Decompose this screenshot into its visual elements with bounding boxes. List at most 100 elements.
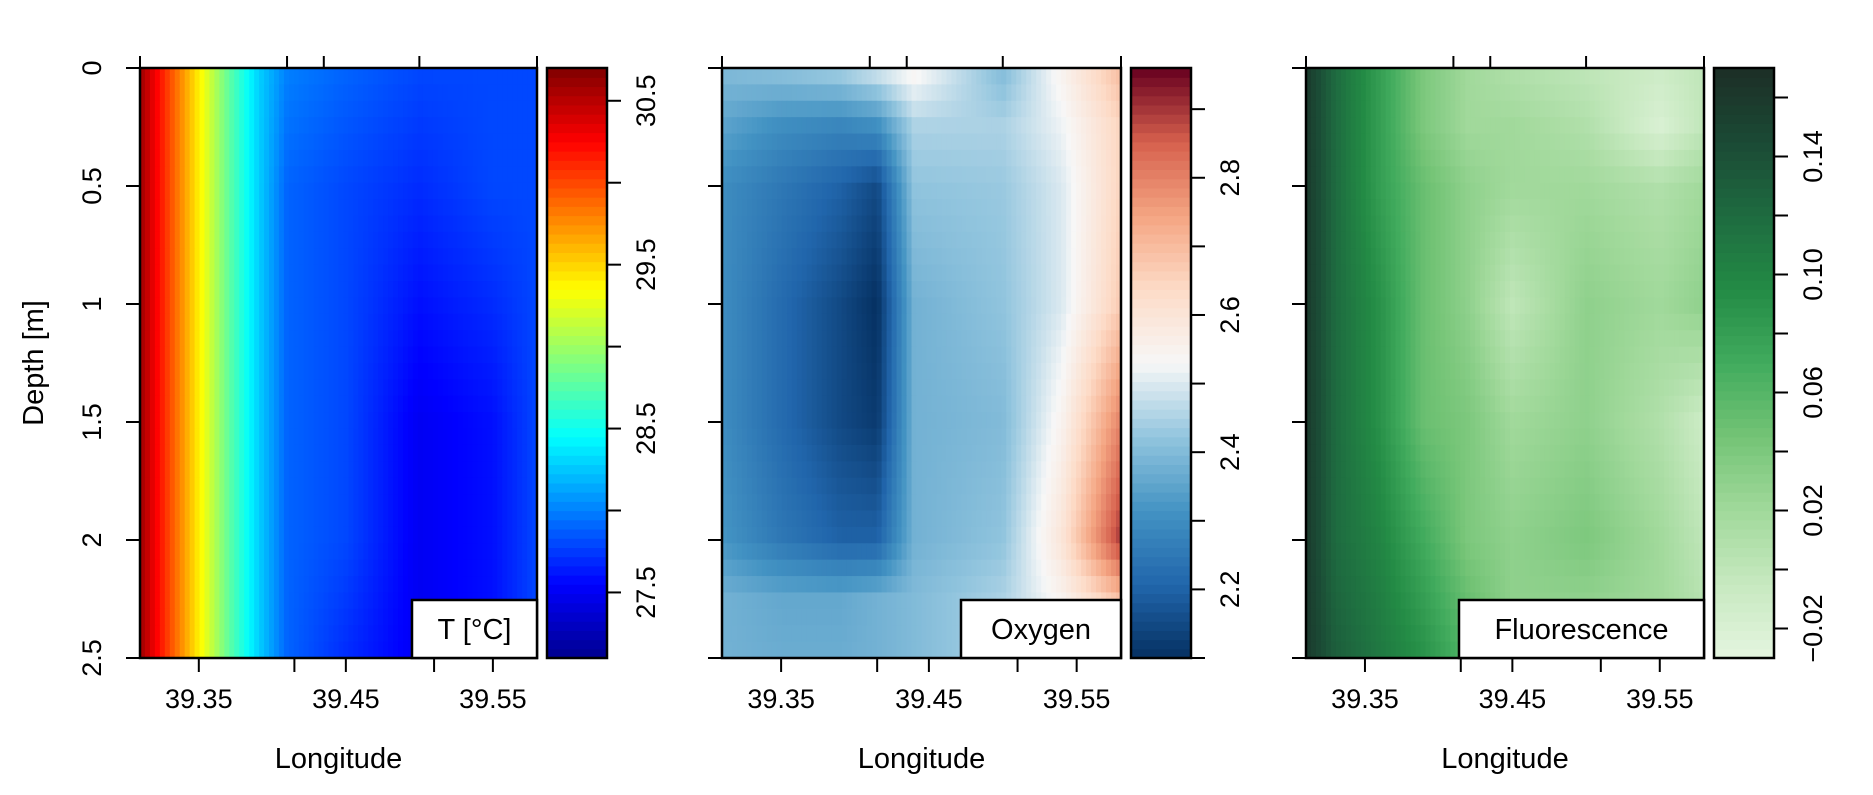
heatmap-cell (896, 412, 903, 430)
heatmap-cell (313, 625, 320, 643)
heatmap-cell (946, 248, 953, 266)
heatmap-cell (741, 379, 748, 397)
heatmap-cell (383, 215, 389, 233)
heatmap-cell (229, 494, 235, 512)
heatmap-cell (866, 100, 873, 118)
heatmap-cell (313, 264, 320, 282)
heatmap-cell (527, 559, 533, 577)
heatmap-cell (851, 264, 858, 282)
heatmap-cell (856, 248, 863, 266)
heatmap-cell (1036, 215, 1042, 233)
heatmap-cell (288, 444, 295, 462)
heatmap-cell (323, 330, 330, 348)
heatmap-cell (971, 84, 977, 102)
heatmap-cell (971, 379, 977, 397)
heatmap-cell (393, 461, 399, 479)
heatmap-cell (254, 149, 260, 167)
heatmap-cell (378, 166, 384, 184)
heatmap-cell (482, 248, 488, 266)
heatmap-cell (1056, 149, 1062, 167)
heatmap-cell (204, 117, 211, 135)
heatmap-cell (264, 166, 270, 184)
colorbar-band (547, 289, 607, 300)
heatmap-cell (437, 526, 444, 544)
heatmap-cell (363, 297, 369, 315)
heatmap-cell (906, 281, 913, 299)
heatmap-cell (756, 264, 763, 282)
heatmap-cell (1066, 461, 1072, 479)
heatmap-cell (946, 215, 953, 233)
heatmap-cell (861, 313, 868, 331)
heatmap-cell (467, 461, 474, 479)
heatmap-cell (154, 297, 161, 315)
heatmap-cell (1081, 297, 1087, 315)
heatmap-cell (179, 117, 186, 135)
heatmap-cell (971, 100, 977, 118)
heatmap-cell (169, 576, 176, 594)
heatmap-cell (527, 477, 533, 495)
heatmap-cell (472, 84, 479, 102)
heatmap-cell (298, 559, 305, 577)
heatmap-cell (234, 133, 240, 151)
heatmap-cell (412, 510, 419, 528)
heatmap-cell (407, 526, 414, 544)
heatmap-cell (741, 461, 748, 479)
heatmap-cell (437, 68, 444, 85)
heatmap-cell (214, 149, 220, 167)
heatmap-cell (323, 133, 330, 151)
heatmap-cell (776, 412, 783, 430)
heatmap-cell (214, 117, 220, 135)
heatmap-cell (254, 543, 260, 561)
heatmap-cell (442, 100, 449, 118)
heatmap-cell (403, 149, 409, 167)
heatmap-cell (144, 428, 151, 446)
heatmap-cell (269, 346, 275, 364)
heatmap-cell (412, 84, 419, 102)
heatmap-cell (313, 592, 320, 610)
heatmap-cell (149, 576, 156, 594)
heatmap-cell (214, 494, 220, 512)
heatmap-cell (976, 297, 982, 315)
heatmap-cell (174, 182, 181, 200)
heatmap-cell (926, 297, 933, 315)
heatmap-cell (303, 625, 310, 643)
heatmap-cell (209, 477, 216, 495)
heatmap-cell (921, 346, 928, 364)
heatmap-cell (189, 444, 196, 462)
heatmap-cell (457, 330, 464, 348)
heatmap-cell (403, 444, 409, 462)
heatmap-cell (323, 297, 330, 315)
heatmap-cell (472, 313, 479, 331)
heatmap-cell (179, 625, 186, 643)
heatmap-cell (368, 412, 374, 430)
heatmap-cell (472, 477, 479, 495)
heatmap-cell (1081, 117, 1087, 135)
heatmap-cell (497, 297, 503, 315)
heatmap-cell (806, 281, 813, 299)
heatmap-cell (298, 313, 305, 331)
heatmap-cell (861, 444, 868, 462)
heatmap-cell (154, 133, 161, 151)
heatmap-cell (736, 363, 743, 380)
heatmap-cell (368, 461, 374, 479)
heatmap-cell (911, 297, 918, 315)
heatmap-cell (149, 428, 156, 446)
heatmap-cell (417, 395, 424, 413)
heatmap-cell (771, 297, 778, 315)
heatmap-cell (961, 363, 967, 380)
heatmap-cell (971, 215, 977, 233)
heatmap-cell (264, 248, 270, 266)
heatmap-cell (229, 231, 235, 249)
heatmap-cell (169, 84, 176, 102)
heatmap-cell (1096, 264, 1102, 282)
heatmap-cell (269, 592, 275, 610)
heatmap-cell (358, 149, 364, 167)
heatmap-cell (149, 199, 156, 217)
heatmap-cell (851, 149, 858, 167)
heatmap-cell (338, 510, 345, 528)
heatmap-cell (249, 281, 255, 299)
heatmap-cell (821, 68, 828, 85)
heatmap-cell (966, 199, 972, 217)
heatmap-cell (1051, 215, 1057, 233)
heatmap-cell (781, 68, 788, 85)
